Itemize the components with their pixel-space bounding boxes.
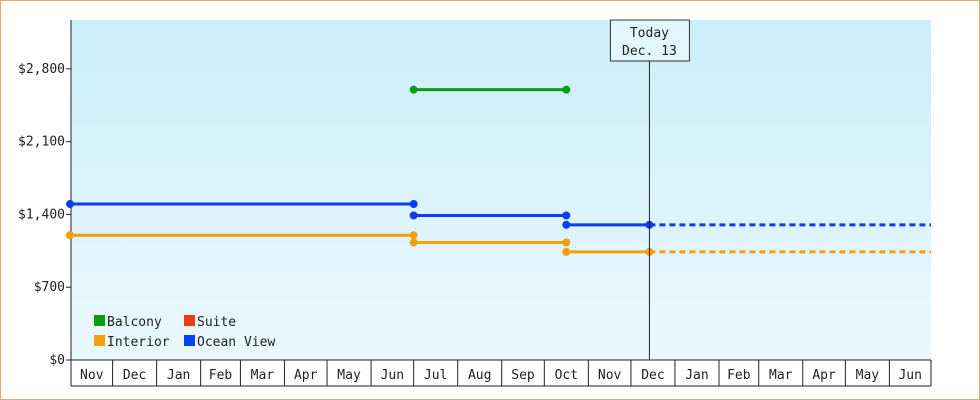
price-point <box>409 200 418 209</box>
price-point <box>409 85 418 94</box>
legend-swatch <box>94 335 105 346</box>
month-label: Nov <box>80 368 104 383</box>
month-label: Jul <box>424 368 447 383</box>
month-label: Feb <box>727 368 751 383</box>
month-label: Oct <box>555 368 578 383</box>
axes: $0 $700 $1,400 $2,100 $2,800 Nov Dec Jan Feb Mar A… <box>18 20 932 387</box>
price-point <box>562 247 571 256</box>
price-point <box>66 200 74 209</box>
month-label: Aug <box>468 368 491 383</box>
legend-label: Suite <box>197 315 236 330</box>
series-interior <box>66 231 931 256</box>
y-tick-label: $700 <box>34 280 65 295</box>
today-date: Dec. 13 <box>622 44 677 59</box>
month-label: May <box>337 368 361 383</box>
price-point <box>409 211 418 220</box>
month-label: Mar <box>251 368 275 383</box>
legend: Balcony Suite Interior Ocean View <box>94 315 275 350</box>
price-point <box>66 231 74 240</box>
series-ocean-view <box>66 200 931 229</box>
y-tick-label: $0 <box>49 353 65 368</box>
month-label: Sep <box>511 368 535 383</box>
legend-swatch <box>94 315 105 326</box>
price-point <box>562 211 571 220</box>
month-label: Feb <box>209 368 233 383</box>
price-point <box>409 231 418 240</box>
today-marker: Today Dec. 13 <box>609 19 690 360</box>
price-point <box>562 85 571 94</box>
series-layer <box>66 85 931 256</box>
month-label: Apr <box>812 368 836 383</box>
legend-label: Balcony <box>107 315 162 330</box>
month-label: Apr <box>294 368 318 383</box>
month-label: Jan <box>167 368 190 383</box>
month-label: Jan <box>685 368 708 383</box>
legend-label: Ocean View <box>197 335 275 350</box>
y-tick-label: $1,400 <box>18 207 65 222</box>
y-tick-label: $2,100 <box>18 135 65 150</box>
today-box <box>609 19 690 62</box>
legend-swatch <box>184 335 195 346</box>
month-label: Jun <box>898 368 921 383</box>
today-label: Today <box>630 26 669 41</box>
month-label: Dec <box>641 368 664 383</box>
plot-background <box>71 20 931 360</box>
month-label: Dec <box>123 368 146 383</box>
month-label: Mar <box>769 368 793 383</box>
series-balcony <box>409 85 571 94</box>
month-label: Jun <box>381 368 404 383</box>
y-tick-label: $2,800 <box>18 62 65 77</box>
legend-swatch <box>184 315 195 326</box>
month-label: May <box>856 368 880 383</box>
price-point <box>562 220 571 229</box>
price-point <box>562 238 571 247</box>
price-point <box>409 238 418 247</box>
legend-label: Interior <box>107 335 170 350</box>
month-label: Nov <box>598 368 622 383</box>
